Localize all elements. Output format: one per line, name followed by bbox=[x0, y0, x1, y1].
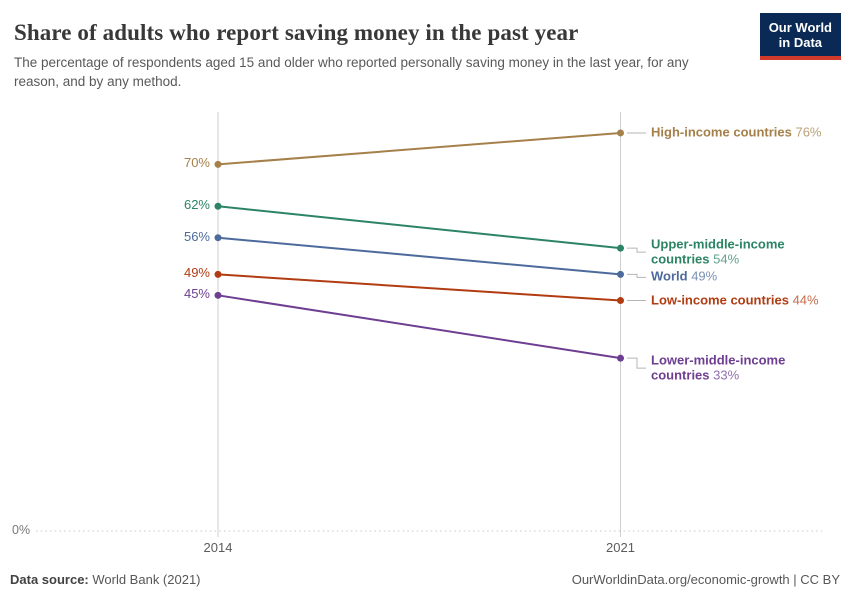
entity-name-upper-middle-income-countries: Upper-middle-income countries bbox=[651, 236, 785, 267]
x-tick-2021: 2021 bbox=[606, 540, 635, 555]
series-line-high-income-countries[interactable] bbox=[217, 131, 621, 166]
entity-name-lower-middle-income-countries: Lower-middle-income countries bbox=[651, 352, 786, 383]
x-tick-2014: 2014 bbox=[203, 540, 233, 555]
owid-logo[interactable]: Our World in Data bbox=[759, 13, 841, 60]
entity-name-high-income-countries: High-income countries bbox=[651, 124, 792, 140]
point-lower-middle-income-countries-2014[interactable] bbox=[214, 291, 222, 299]
credit-link[interactable]: OurWorldinData.org/economic-growth | CC … bbox=[571, 572, 840, 587]
point-upper-middle-income-countries-2021[interactable] bbox=[617, 244, 624, 252]
series-line-world[interactable] bbox=[217, 236, 621, 276]
entity-value-world: 49% bbox=[687, 269, 718, 285]
point-high-income-countries-2021[interactable] bbox=[617, 129, 624, 137]
label-connector-lower-middle-income-countries bbox=[627, 357, 646, 369]
point-low-income-countries-2021[interactable] bbox=[617, 297, 624, 305]
data-source-value: World Bank (2021) bbox=[88, 572, 201, 587]
label-connector-world bbox=[627, 273, 646, 278]
entity-label-lower-middle-income-countries[interactable]: Lower-middle-income countries 33% bbox=[651, 353, 809, 382]
point-lower-middle-income-countries-2021[interactable] bbox=[617, 354, 624, 362]
owid-logo-line1: Our World bbox=[768, 20, 832, 35]
entity-label-low-income-countries[interactable]: Low-income countries 44% bbox=[651, 292, 819, 308]
start-value-upper-middle-income-countries: 62% bbox=[183, 197, 210, 213]
series-line-low-income-countries[interactable] bbox=[217, 273, 621, 302]
data-source: Data source: World Bank (2021) bbox=[10, 572, 201, 587]
chart-footer: Data source: World Bank (2021) OurWorldi… bbox=[10, 572, 840, 587]
point-world-2014[interactable] bbox=[214, 234, 222, 242]
entity-label-high-income-countries[interactable]: High-income countries 76% bbox=[651, 124, 822, 141]
data-source-label: Data source: bbox=[10, 572, 89, 587]
series-line-upper-middle-income-countries[interactable] bbox=[217, 205, 621, 250]
y-tick-0: 0% bbox=[12, 523, 31, 537]
entity-value-high-income-countries: 76% bbox=[791, 124, 822, 140]
entity-label-world[interactable]: World 49% bbox=[651, 269, 718, 285]
entity-name-world: World bbox=[651, 269, 688, 285]
start-value-world: 56% bbox=[183, 228, 210, 244]
label-connector-upper-middle-income-countries bbox=[627, 247, 646, 253]
owid-logo-line2: in Data bbox=[778, 35, 823, 51]
start-value-high-income-countries: 70% bbox=[183, 155, 210, 171]
start-value-lower-middle-income-countries: 45% bbox=[183, 286, 210, 302]
entity-label-upper-middle-income-countries[interactable]: Upper-middle-income countries 54% bbox=[651, 237, 809, 266]
point-world-2021[interactable] bbox=[617, 270, 624, 278]
start-value-low-income-countries: 49% bbox=[183, 265, 210, 281]
point-low-income-countries-2014[interactable] bbox=[214, 270, 222, 278]
entity-value-upper-middle-income-countries: 54% bbox=[709, 251, 740, 267]
entity-value-low-income-countries: 44% bbox=[788, 292, 819, 308]
point-high-income-countries-2014[interactable] bbox=[214, 160, 222, 168]
entity-value-lower-middle-income-countries: 33% bbox=[709, 367, 740, 383]
page-title: Share of adults who report saving money … bbox=[14, 20, 579, 45]
entity-name-low-income-countries: Low-income countries bbox=[651, 292, 789, 308]
point-upper-middle-income-countries-2014[interactable] bbox=[214, 202, 222, 210]
chart-subtitle: The percentage of respondents aged 15 an… bbox=[14, 55, 689, 89]
series-line-lower-middle-income-countries[interactable] bbox=[217, 294, 621, 360]
